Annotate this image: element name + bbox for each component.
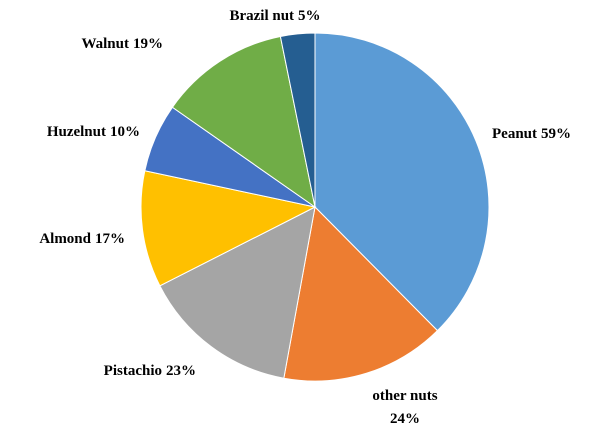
data-label: Pistachio 23% [104,363,196,379]
category-name: other nuts [372,388,437,404]
pie-slice [314,32,490,332]
data-label: Huzelnut 10% [47,124,140,140]
data-label: Peanut 59% [492,126,571,142]
category-name: Huzelnut [47,124,106,140]
category-name: Almond [39,231,91,247]
value-label: 59% [541,126,571,142]
value-label: 10% [110,124,140,140]
pie-slice [159,206,316,379]
pie-slice [171,35,316,209]
value-label: 19% [133,36,163,52]
data-label: other nuts 24% [372,388,437,427]
value-label: 23% [166,363,196,379]
category-name: Walnut [81,36,129,52]
category-name: Pistachio [104,363,162,379]
data-label: Walnut 19% [81,36,163,52]
category-name: Brazil nut [229,8,294,24]
pie-slice [279,32,316,208]
pie-slice [140,170,317,287]
value-label: 17% [95,231,125,247]
data-label: Brazil nut 5% [229,8,320,24]
category-name: Peanut [492,126,537,142]
data-label: Almond 17% [39,231,125,247]
value-label: 24% [390,411,420,427]
value-label: 5% [298,8,321,24]
pie-slice [283,205,439,382]
